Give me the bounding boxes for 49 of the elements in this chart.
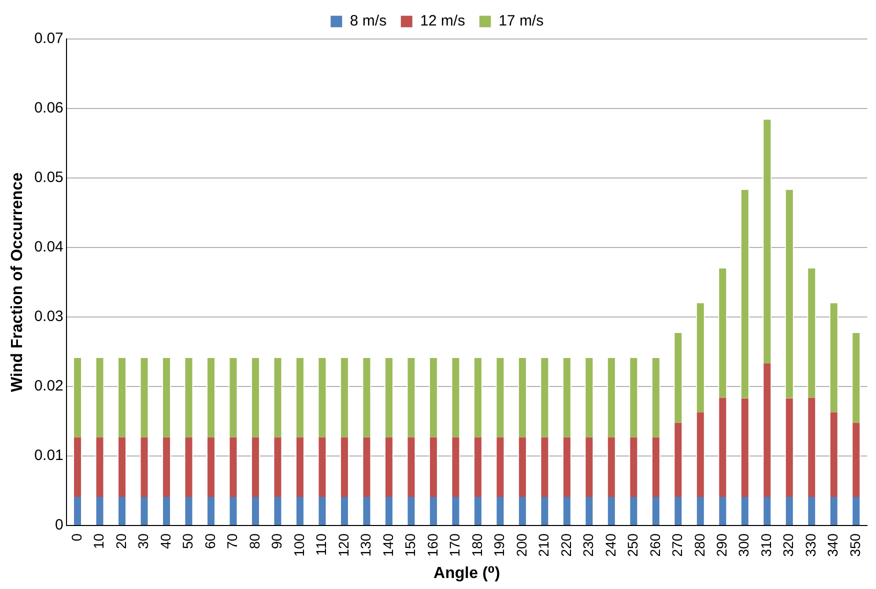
legend-label: 17 m/s xyxy=(498,12,544,30)
x-tick-label: 110 xyxy=(313,533,330,556)
x-tick-label: 290 xyxy=(714,533,730,557)
x-tick-label: 120 xyxy=(335,533,352,557)
x-tick-label: 40 xyxy=(157,533,174,550)
x-tick-label: 30 xyxy=(135,533,152,550)
x-tick-label: 280 xyxy=(691,533,708,557)
x-tick-label: 20 xyxy=(112,533,129,550)
x-tick-label: 320 xyxy=(780,533,796,557)
x-tick-label: 10 xyxy=(90,533,107,550)
y-tick-label: 0 xyxy=(55,516,64,534)
y-tick-label: 0.02 xyxy=(34,378,64,395)
x-tick-label: 250 xyxy=(624,533,641,557)
x-tick-label: 220 xyxy=(558,533,574,557)
y-axis-title: Wind Fraction of Occurrence xyxy=(9,172,26,392)
y-tick-label: 0.03 xyxy=(34,308,64,326)
x-tick-label: 50 xyxy=(180,533,196,550)
x-tick-label: 160 xyxy=(424,533,440,557)
x-tick-label: 80 xyxy=(246,533,262,550)
legend-label: 12 m/s xyxy=(420,12,466,30)
x-tick-label: 0 xyxy=(68,533,84,542)
x-tick-label: 260 xyxy=(646,533,663,557)
y-tick-label: 0.01 xyxy=(34,447,64,464)
x-tick-label: 350 xyxy=(846,533,863,557)
x-tick-label: 180 xyxy=(468,533,485,557)
x-axis-title: Angle (⁰) xyxy=(434,564,500,582)
x-tick-label: 130 xyxy=(358,533,374,557)
x-tick-label: 170 xyxy=(446,533,463,557)
x-tick-label: 330 xyxy=(802,533,818,557)
x-tick-label: 60 xyxy=(202,533,218,550)
x-tick-label: 310 xyxy=(758,533,774,557)
x-tick-label: 300 xyxy=(736,533,752,557)
x-tick-label: 200 xyxy=(513,533,530,557)
x-tick-label: 210 xyxy=(536,533,552,557)
y-tick-label: 0.07 xyxy=(34,30,64,48)
x-tick-label: 100 xyxy=(290,533,307,557)
x-tick-label: 230 xyxy=(580,533,596,557)
x-tick-label: 90 xyxy=(268,533,285,550)
y-tick-label: 0.05 xyxy=(34,169,64,186)
x-tick-label: 70 xyxy=(224,533,240,550)
x-tick-label: 340 xyxy=(824,533,841,557)
y-tick-label: 0.06 xyxy=(34,100,64,117)
x-tick-label: 140 xyxy=(380,533,396,557)
x-tick-label: 150 xyxy=(402,533,418,557)
x-tick-label: 240 xyxy=(602,533,618,557)
y-tick-label: 0.04 xyxy=(34,238,64,256)
x-tick-label: 270 xyxy=(669,533,686,557)
legend-label: 8 m/s xyxy=(350,12,387,30)
x-tick-label: 190 xyxy=(491,533,508,557)
